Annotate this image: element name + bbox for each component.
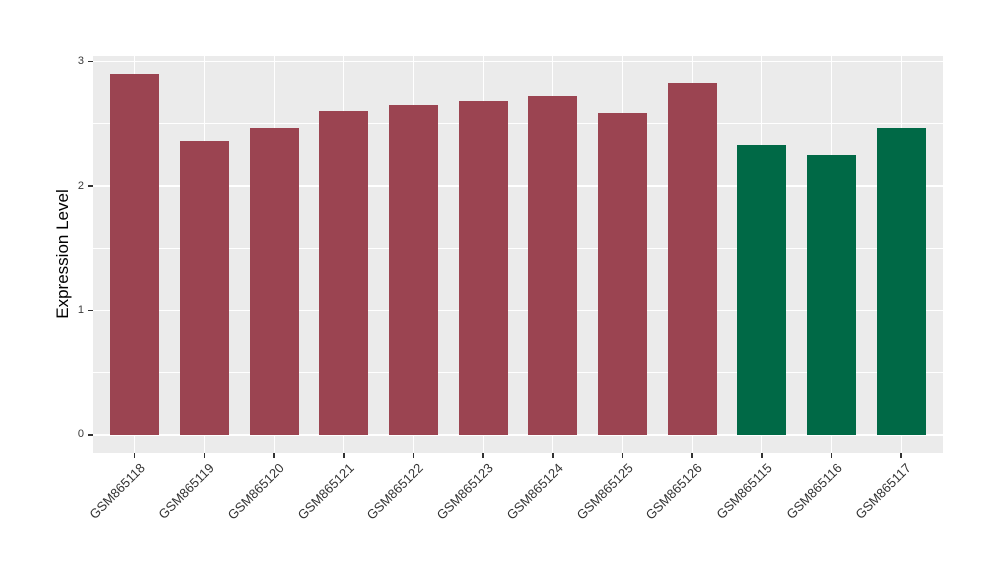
bar [737, 144, 787, 435]
x-tick-mark [343, 453, 345, 458]
x-tick-label: GSM865123 [433, 460, 497, 523]
bar [876, 127, 926, 435]
x-tick-mark [761, 453, 763, 458]
x-tick-mark [621, 453, 624, 458]
gridline-major [93, 309, 943, 312]
y-tick-label: 3 [77, 55, 84, 68]
y-tick-mark [88, 309, 93, 312]
x-tick-label: GSM865125 [573, 460, 636, 523]
bar [598, 112, 647, 435]
bar [389, 105, 438, 435]
x-tick-label: GSM865126 [642, 460, 706, 523]
x-tick-label: GSM865122 [364, 460, 427, 523]
y-tick-label: 1 [77, 304, 84, 316]
x-tick-label: GSM865121 [294, 460, 357, 523]
x-tick-mark [552, 453, 554, 458]
bar [458, 101, 508, 435]
x-tick-mark [482, 453, 484, 458]
bar [319, 111, 369, 435]
y-tick-label: 2 [77, 179, 84, 192]
bar [110, 74, 160, 435]
x-tick-mark [830, 453, 833, 458]
y-tick-mark [88, 60, 93, 63]
y-axis-title: Expression Level [53, 189, 72, 319]
bar [807, 154, 856, 435]
x-tick-mark [273, 453, 275, 458]
bar [528, 96, 578, 435]
y-tick-mark [88, 185, 93, 187]
x-tick-label: GSM865120 [224, 460, 288, 523]
x-tick-label: GSM865124 [503, 460, 566, 523]
x-tick-label: GSM865118 [86, 460, 148, 522]
x-tick-mark [691, 453, 693, 458]
gridline-minor [93, 123, 943, 125]
bar [667, 82, 717, 435]
bar [180, 141, 229, 435]
x-tick-label: GSM865115 [713, 460, 775, 522]
x-tick-mark [412, 453, 415, 458]
plot-panel [93, 56, 943, 453]
x-tick-mark [134, 453, 136, 458]
gridline-minor [93, 372, 943, 374]
x-tick-mark [900, 453, 902, 458]
y-tick-mark [88, 434, 93, 436]
gridline-major [93, 185, 943, 187]
x-tick-mark [203, 453, 206, 458]
x-tick-label: GSM865116 [782, 460, 845, 522]
x-tick-label: GSM865119 [155, 460, 218, 522]
gridline-major [93, 60, 943, 63]
x-tick-label: GSM865117 [852, 460, 915, 522]
bar [249, 127, 299, 435]
y-tick-label: 0 [77, 428, 84, 441]
gridline-minor [93, 247, 943, 249]
gridline-major [93, 434, 943, 436]
